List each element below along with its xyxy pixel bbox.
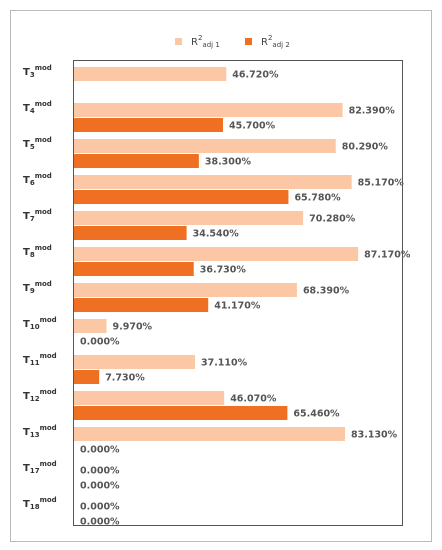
legend-swatch <box>245 38 252 45</box>
bar <box>74 247 359 261</box>
value-label: 68.390% <box>303 286 350 297</box>
value-label: 80.290% <box>342 142 389 153</box>
bar <box>74 406 288 420</box>
category-label: T10mod <box>23 316 57 331</box>
bar <box>74 118 223 132</box>
legend-label: R2adj 2 <box>261 34 290 49</box>
value-label: 46.070% <box>230 394 277 405</box>
value-label: 83.130% <box>351 430 398 441</box>
bar <box>74 391 225 405</box>
value-label: 70.280% <box>309 214 356 225</box>
value-label: 45.700% <box>229 121 276 132</box>
value-label: 0.000% <box>80 337 120 348</box>
value-label: 85.170% <box>358 178 405 189</box>
value-label: 46.720% <box>232 70 279 81</box>
bar <box>74 298 209 312</box>
value-label: 0.000% <box>80 502 120 513</box>
bar <box>74 283 297 297</box>
value-label: 82.390% <box>349 106 396 117</box>
bar <box>74 139 336 153</box>
value-label: 41.170% <box>214 301 261 312</box>
bar <box>74 211 304 225</box>
plot-area <box>73 60 403 526</box>
value-label: 38.300% <box>205 157 252 168</box>
bar <box>74 103 343 117</box>
category-label: T8mod <box>23 244 52 259</box>
value-label: 0.000% <box>80 517 120 528</box>
category-label: T11mod <box>23 352 57 367</box>
bar <box>74 355 195 369</box>
category-label: T12mod <box>23 388 57 403</box>
bar <box>74 190 289 204</box>
category-label: T6mod <box>23 172 52 187</box>
bar <box>74 319 107 333</box>
category-label: T7mod <box>23 208 52 223</box>
bar <box>74 262 194 276</box>
bar <box>74 154 199 168</box>
legend-label: R2adj 1 <box>191 34 220 49</box>
value-label: 0.000% <box>80 445 120 456</box>
value-label: 36.730% <box>200 265 247 276</box>
bar <box>74 226 187 240</box>
category-label: T5mod <box>23 136 52 151</box>
value-label: 0.000% <box>80 466 120 477</box>
category-label: T4mod <box>23 100 52 115</box>
value-label: 9.970% <box>113 322 153 333</box>
bar <box>74 370 100 384</box>
category-label: T18mod <box>23 496 57 511</box>
value-label: 0.000% <box>80 481 120 492</box>
bar <box>74 175 352 189</box>
category-label: T13mod <box>23 424 57 439</box>
value-label: 7.730% <box>105 373 145 384</box>
bar <box>74 67 227 81</box>
category-label: T17mod <box>23 460 57 475</box>
legend-swatch <box>175 38 182 45</box>
value-label: 87.170% <box>364 250 411 261</box>
bar <box>74 427 346 441</box>
value-label: 37.110% <box>201 358 248 369</box>
value-label: 34.540% <box>193 229 240 240</box>
category-label: T3mod <box>23 64 52 79</box>
value-label: 65.460% <box>293 409 340 420</box>
value-label: 65.780% <box>294 193 341 204</box>
category-label: T9mod <box>23 280 52 295</box>
